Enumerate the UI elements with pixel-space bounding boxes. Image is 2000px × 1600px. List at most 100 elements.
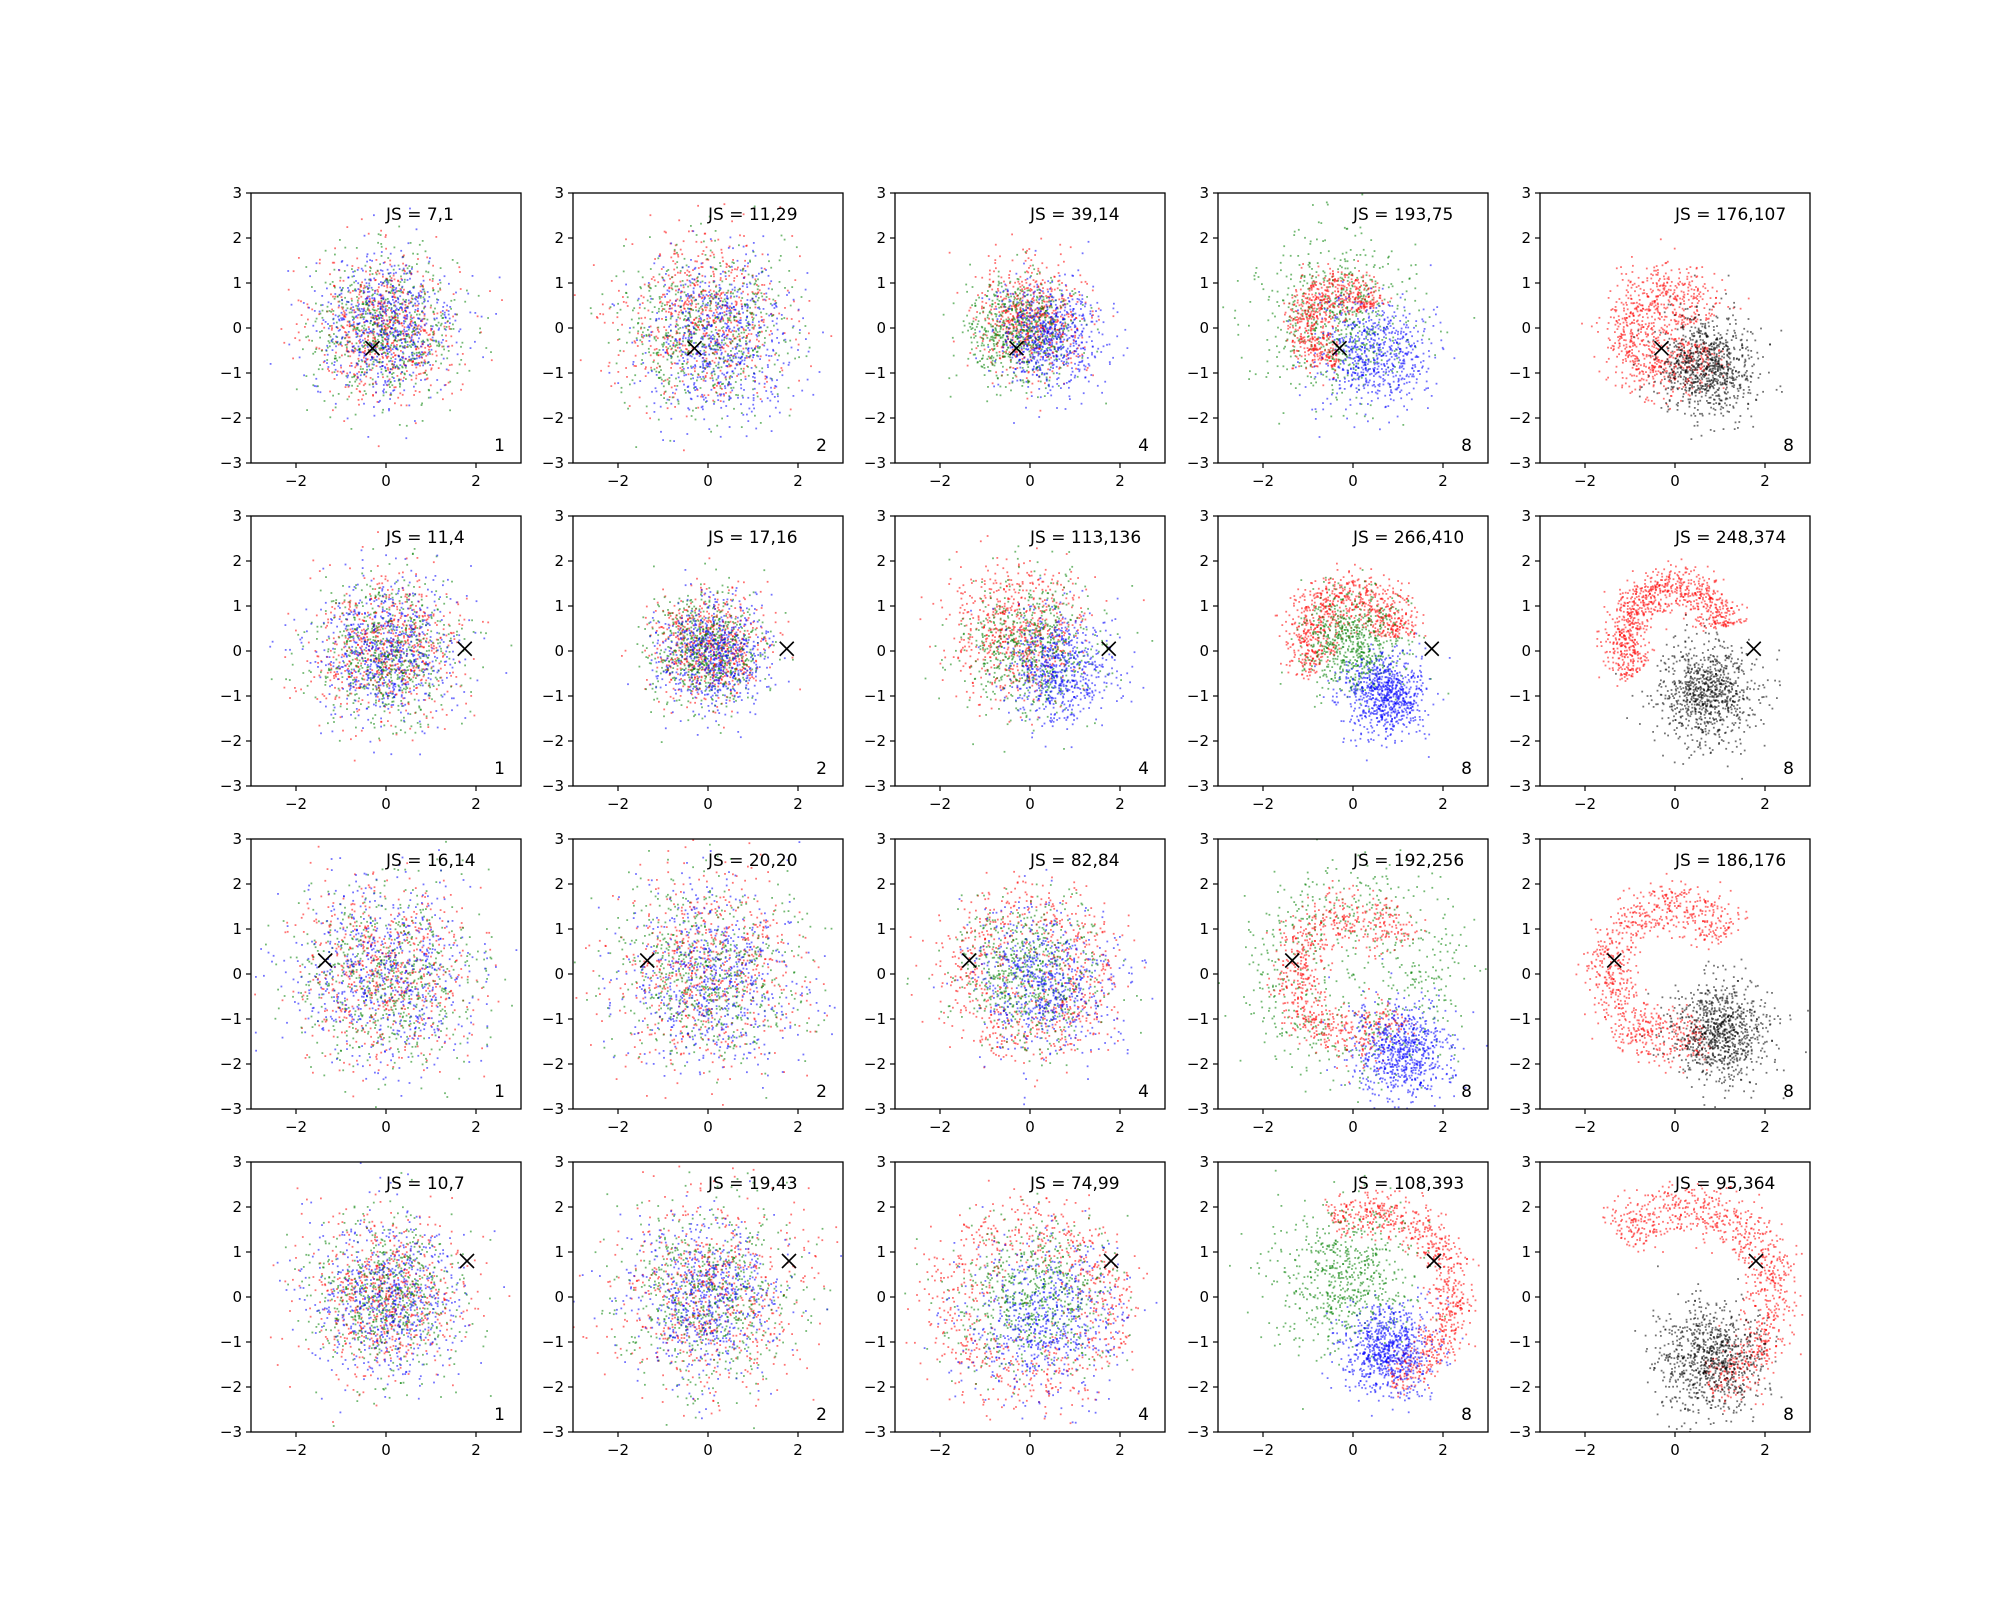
scatter-point: [713, 373, 716, 376]
scatter-point: [657, 310, 660, 313]
scatter-point: [993, 331, 995, 334]
scatter-point: [431, 336, 434, 339]
scatter-point: [722, 260, 724, 263]
scatter-point: [706, 314, 708, 317]
scatter-point: [335, 321, 338, 324]
scatter-point: [389, 259, 392, 262]
scatter-point: [722, 326, 725, 328]
scatter-point: [1054, 315, 1057, 318]
scatter-point: [708, 309, 711, 312]
scatter-point: [384, 311, 387, 313]
scatter-point: [758, 289, 761, 292]
scatter-point: [1023, 286, 1025, 288]
scatter-point: [756, 284, 758, 286]
scatter-point: [336, 336, 339, 338]
scatter-point: [658, 255, 661, 257]
scatter-point: [384, 330, 387, 333]
scatter-point: [345, 309, 348, 312]
scatter-point: [774, 300, 777, 302]
scatter-point: [440, 362, 442, 365]
scatter-point: [386, 335, 388, 338]
scatter-point: [753, 373, 756, 375]
scatter-point: [749, 354, 752, 357]
scatter-point: [709, 254, 712, 257]
scatter-point: [681, 266, 684, 269]
scatter-point: [661, 277, 664, 279]
scatter-point: [760, 316, 763, 318]
scatter-point: [712, 273, 715, 275]
scatter-point: [1020, 302, 1022, 305]
scatter-point: [1036, 330, 1038, 333]
scatter-point: [348, 321, 351, 324]
scatter-point: [1022, 338, 1025, 341]
scatter-point: [337, 300, 340, 303]
scatter-point: [351, 265, 354, 267]
scatter-point: [755, 314, 758, 317]
scatter-point: [404, 309, 406, 312]
scatter-point: [1050, 345, 1053, 348]
scatter-point: [740, 367, 743, 370]
scatter-point: [732, 372, 735, 375]
scatter-point: [315, 346, 318, 349]
scatter-point: [611, 303, 614, 305]
scatter-point: [688, 408, 691, 411]
scatter-point: [1031, 351, 1033, 354]
scatter-point: [727, 345, 730, 348]
scatter-point: [740, 303, 743, 306]
scatter-point: [773, 303, 776, 306]
scatter-point: [323, 400, 326, 402]
scatter-point: [673, 250, 676, 253]
scatter-point: [368, 282, 371, 285]
scatter-point: [579, 359, 582, 362]
scatter-point: [363, 342, 365, 344]
scatter-point: [388, 378, 391, 381]
scatter-point: [365, 270, 367, 273]
scatter-point: [400, 371, 403, 374]
scatter-point: [727, 270, 730, 273]
scatter-point: [418, 328, 421, 331]
scatter-point: [617, 382, 620, 384]
scatter-point: [1030, 391, 1033, 394]
scatter-point: [387, 300, 389, 303]
scatter-point: [989, 304, 991, 307]
scatter-point: [725, 310, 728, 312]
scatter-point: [622, 301, 625, 303]
scatter-point: [723, 361, 725, 364]
scatter-point: [378, 347, 381, 350]
scatter-point: [1019, 340, 1022, 342]
scatter-point: [376, 293, 379, 296]
scatter-point: [424, 330, 427, 332]
scatter-point: [380, 300, 383, 302]
scatter-point: [436, 324, 439, 327]
scatter-point: [726, 304, 729, 307]
scatter-point: [696, 395, 699, 398]
scatter-point: [412, 344, 414, 346]
y-tick-label: 0: [232, 319, 242, 337]
scatter-point: [691, 374, 694, 376]
scatter-point: [640, 326, 643, 329]
scatter-point: [758, 272, 760, 275]
scatter-point: [1037, 309, 1040, 311]
scatter-point: [717, 238, 720, 241]
scatter-point: [1070, 311, 1072, 313]
scatter-point: [359, 374, 362, 377]
scatter-point: [686, 297, 689, 300]
scatter-point: [996, 298, 999, 301]
scatter-point: [725, 313, 728, 316]
scatter-point: [501, 299, 503, 301]
scatter-point: [690, 304, 693, 307]
scatter-point: [356, 308, 359, 311]
scatter-point: [679, 380, 681, 383]
scatter-point: [347, 336, 350, 339]
scatter-point: [424, 371, 426, 374]
scatter-point: [748, 329, 751, 332]
scatter-point: [703, 418, 706, 421]
scatter-point: [716, 316, 719, 318]
scatter-point: [710, 275, 712, 277]
scatter-point: [490, 351, 492, 353]
scatter-point: [664, 295, 666, 298]
scatter-point: [1022, 381, 1025, 384]
scatter-point: [362, 327, 365, 330]
scatter-point: [403, 338, 406, 341]
scatter-point: [724, 385, 726, 388]
